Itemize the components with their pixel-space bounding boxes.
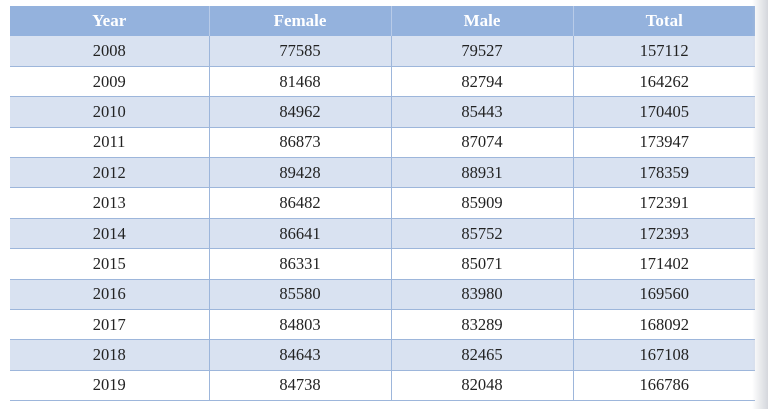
table-row: 2018 84643 82465 167108 bbox=[10, 339, 755, 371]
data-table-container: Year Female Male Total 2008 77585 79527 … bbox=[10, 6, 755, 402]
cell-male: 82794 bbox=[391, 66, 574, 98]
cell-female: 84738 bbox=[209, 370, 392, 402]
cell-total: 164262 bbox=[573, 66, 755, 98]
table-row: 2013 86482 85909 172391 bbox=[10, 187, 755, 219]
cell-male: 85071 bbox=[391, 248, 574, 280]
header-male: Male bbox=[391, 6, 574, 36]
cell-year: 2013 bbox=[10, 187, 210, 219]
cell-male: 79527 bbox=[391, 36, 574, 67]
cell-male: 85752 bbox=[391, 218, 574, 250]
cell-year: 2012 bbox=[10, 157, 210, 189]
table-row: 2011 86873 87074 173947 bbox=[10, 127, 755, 159]
table-header-row: Year Female Male Total bbox=[10, 6, 755, 36]
table-row: 2019 84738 82048 166786 bbox=[10, 370, 755, 402]
cell-male: 82048 bbox=[391, 370, 574, 402]
cell-year: 2015 bbox=[10, 248, 210, 280]
cell-male: 85443 bbox=[391, 96, 574, 128]
cell-year: 2016 bbox=[10, 279, 210, 311]
cell-female: 86873 bbox=[209, 127, 392, 159]
cell-female: 81468 bbox=[209, 66, 392, 98]
cell-total: 178359 bbox=[573, 157, 755, 189]
cell-female: 85580 bbox=[209, 279, 392, 311]
cell-female: 86482 bbox=[209, 187, 392, 219]
table-row: 2014 86641 85752 172393 bbox=[10, 218, 755, 250]
table-row: 2010 84962 85443 170405 bbox=[10, 96, 755, 128]
header-total: Total bbox=[645, 11, 683, 30]
cell-female: 84643 bbox=[209, 339, 392, 371]
population-table: Year Female Male Total 2008 77585 79527 … bbox=[10, 6, 755, 402]
cell-total: 168092 bbox=[573, 309, 755, 341]
cell-total: 172393 bbox=[573, 218, 755, 250]
cell-female: 86641 bbox=[209, 218, 392, 250]
cell-year: 2010 bbox=[10, 96, 210, 128]
cell-female: 89428 bbox=[209, 157, 392, 189]
cell-year: 2008 bbox=[10, 36, 210, 67]
cell-male: 85909 bbox=[391, 187, 574, 219]
cell-total: 167108 bbox=[573, 339, 755, 371]
table-row: 2008 77585 79527 157112 bbox=[10, 36, 755, 67]
header-female: Female bbox=[209, 6, 392, 36]
cell-female: 86331 bbox=[209, 248, 392, 280]
cell-total: 166786 bbox=[573, 370, 755, 402]
cell-total: 170405 bbox=[573, 96, 755, 128]
table-row: 2012 89428 88931 178359 bbox=[10, 157, 755, 189]
table-row: 2015 86331 85071 171402 bbox=[10, 248, 755, 280]
table-row: 2016 85580 83980 169560 bbox=[10, 279, 755, 311]
cell-male: 83289 bbox=[391, 309, 574, 341]
cell-total: 169560 bbox=[573, 279, 755, 311]
cell-male: 82465 bbox=[391, 339, 574, 371]
cell-total: 173947 bbox=[573, 127, 755, 159]
header-year: Year bbox=[10, 6, 210, 36]
cell-year: 2014 bbox=[10, 218, 210, 250]
cell-total: 171402 bbox=[573, 248, 755, 280]
cell-year: 2017 bbox=[10, 309, 210, 341]
page-edge-shadow bbox=[752, 0, 768, 409]
table-row: 2017 84803 83289 168092 bbox=[10, 309, 755, 341]
cell-male: 83980 bbox=[391, 279, 574, 311]
cell-female: 84962 bbox=[209, 96, 392, 128]
cell-total: 172391 bbox=[573, 187, 755, 219]
cell-year: 2009 bbox=[10, 66, 210, 98]
cell-male: 87074 bbox=[391, 127, 574, 159]
table-row: 2009 81468 82794 164262 bbox=[10, 66, 755, 98]
cell-female: 84803 bbox=[209, 309, 392, 341]
cell-female: 77585 bbox=[209, 36, 392, 67]
cell-total: 157112 bbox=[573, 36, 755, 67]
cell-year: 2019 bbox=[10, 370, 210, 402]
cell-year: 2018 bbox=[10, 339, 210, 371]
cell-year: 2011 bbox=[10, 127, 210, 159]
cell-male: 88931 bbox=[391, 157, 574, 189]
